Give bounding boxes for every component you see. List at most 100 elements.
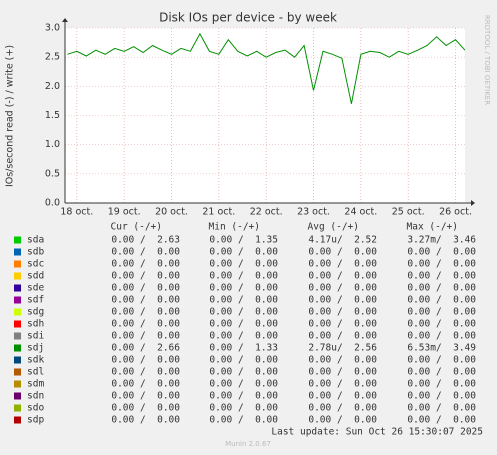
- legend-value: 0.00 / 0.00: [308, 295, 377, 306]
- legend-swatch: [14, 236, 21, 244]
- y-tick-label: 1.0: [45, 139, 60, 150]
- legend-swatch: [14, 416, 21, 424]
- legend-value: 0.00 / 0.00: [308, 259, 377, 270]
- axis-arrow: [62, 18, 68, 22]
- legend-value: 0.00 / 0.00: [209, 259, 278, 270]
- legend-value: 0.00 / 0.00: [407, 283, 476, 294]
- legend-value: 0.00 / 0.00: [407, 247, 476, 258]
- legend-value: 0.00 / 0.00: [209, 283, 278, 294]
- column-header: Avg (-/+): [308, 222, 359, 233]
- legend-value: 0.00 / 0.00: [209, 367, 278, 378]
- legend-value: 0.00 / 0.00: [111, 379, 180, 390]
- legend-swatch: [14, 344, 21, 352]
- x-tick-label: 19 oct.: [108, 207, 141, 218]
- legend-value: 0.00 / 0.00: [209, 391, 278, 402]
- legend-value: 0.00 / 0.00: [308, 379, 377, 390]
- legend-value: 0.00 / 0.00: [308, 355, 377, 366]
- legend-name: sdo: [27, 403, 44, 414]
- x-tick-label: 18 oct.: [60, 207, 93, 218]
- legend-value: 0.00 / 0.00: [111, 355, 180, 366]
- legend-value: 3.27m/ 3.46: [407, 235, 476, 246]
- legend-value: 0.00 / 0.00: [111, 403, 180, 414]
- x-tick-label: 23 oct.: [297, 207, 330, 218]
- legend-name: sdd: [27, 271, 44, 282]
- legend-value: 0.00 / 0.00: [209, 271, 278, 282]
- series-line: [67, 32, 466, 104]
- legend-swatch: [14, 284, 21, 292]
- legend-value: 0.00 / 0.00: [111, 331, 180, 342]
- legend-value: 0.00 / 0.00: [308, 403, 377, 414]
- legend-value: 0.00 / 2.63: [111, 235, 180, 246]
- legend-name: sdi: [27, 331, 44, 342]
- legend-swatch: [14, 248, 21, 256]
- legend-swatch: [14, 308, 21, 316]
- legend-value: 0.00 / 0.00: [209, 307, 278, 318]
- legend-swatch: [14, 332, 21, 340]
- legend-name: sdb: [27, 247, 44, 258]
- legend-value: 0.00 / 0.00: [407, 367, 476, 378]
- legend-value: 0.00 / 0.00: [407, 379, 476, 390]
- legend-value: 0.00 / 0.00: [209, 247, 278, 258]
- footer: Munin 2.0.67: [225, 440, 271, 448]
- legend-value: 0.00 / 0.00: [209, 295, 278, 306]
- y-tick-label: 2.0: [45, 81, 60, 92]
- legend-value: 0.00 / 0.00: [407, 391, 476, 402]
- legend-value: 0.00 / 1.35: [209, 235, 278, 246]
- legend-value: 0.00 / 0.00: [209, 379, 278, 390]
- legend-value: 2.78u/ 2.56: [308, 343, 377, 354]
- legend-value: 4.17u/ 2.52: [308, 235, 377, 246]
- legend-value: 0.00 / 0.00: [407, 259, 476, 270]
- legend-swatch: [14, 296, 21, 304]
- legend-value: 0.00 / 0.00: [407, 331, 476, 342]
- legend-value: 0.00 / 0.00: [111, 259, 180, 270]
- legend-name: sda: [27, 235, 44, 246]
- legend-value: 0.00 / 0.00: [407, 307, 476, 318]
- side-text: RRDTOOL / TOBI OETIKER: [483, 15, 491, 105]
- x-tick-label: 26 oct.: [439, 207, 472, 218]
- y-axis-label: IOs/second read (-) / write (+): [5, 45, 16, 187]
- y-tick-label: 0.0: [45, 198, 60, 209]
- column-header: Max (-/+): [407, 222, 458, 233]
- legend-value: 0.00 / 0.00: [111, 415, 180, 426]
- legend-value: 0.00 / 0.00: [111, 283, 180, 294]
- legend-value: 0.00 / 0.00: [407, 295, 476, 306]
- axis-arrow: [471, 200, 475, 206]
- legend-value: 0.00 / 0.00: [308, 367, 377, 378]
- legend-swatch: [14, 368, 21, 376]
- legend-name: sde: [27, 283, 44, 294]
- legend-value: 0.00 / 0.00: [407, 415, 476, 426]
- x-tick-label: 22 oct.: [250, 207, 283, 218]
- legend-value: 0.00 / 0.00: [209, 331, 278, 342]
- legend-swatch: [14, 392, 21, 400]
- legend-value: 0.00 / 0.00: [308, 331, 377, 342]
- legend-name: sdl: [27, 367, 44, 378]
- column-header: Cur (-/+): [111, 222, 162, 233]
- chart-title: Disk IOs per device - by week: [159, 11, 337, 25]
- legend-value: 0.00 / 0.00: [308, 319, 377, 330]
- legend-value: 0.00 / 0.00: [209, 355, 278, 366]
- legend-name: sdg: [27, 307, 44, 318]
- legend-name: sdp: [27, 415, 44, 426]
- legend-value: 0.00 / 0.00: [308, 391, 377, 402]
- last-update: Last update: Sun Oct 26 15:30:07 2025: [271, 427, 483, 438]
- legend-value: 0.00 / 0.00: [111, 295, 180, 306]
- legend-name: sdn: [27, 391, 44, 402]
- legend-value: 0.00 / 0.00: [209, 319, 278, 330]
- legend-value: 0.00 / 0.00: [308, 271, 377, 282]
- legend-value: 0.00 / 0.00: [111, 391, 180, 402]
- x-tick-label: 21 oct.: [202, 207, 235, 218]
- legend-name: sdk: [27, 355, 44, 366]
- legend-value: 6.53m/ 3.49: [407, 343, 476, 354]
- legend-value: 0.00 / 0.00: [407, 319, 476, 330]
- legend-value: 0.00 / 0.00: [308, 283, 377, 294]
- y-tick-label: 0.5: [45, 168, 60, 179]
- legend-swatch: [14, 260, 21, 268]
- legend-value: 0.00 / 0.00: [111, 307, 180, 318]
- x-tick-label: 24 oct.: [344, 207, 377, 218]
- legend-swatch: [14, 356, 21, 364]
- legend-name: sdc: [27, 259, 44, 270]
- legend-name: sdh: [27, 319, 44, 330]
- legend-value: 0.00 / 0.00: [308, 307, 377, 318]
- legend-swatch: [14, 320, 21, 328]
